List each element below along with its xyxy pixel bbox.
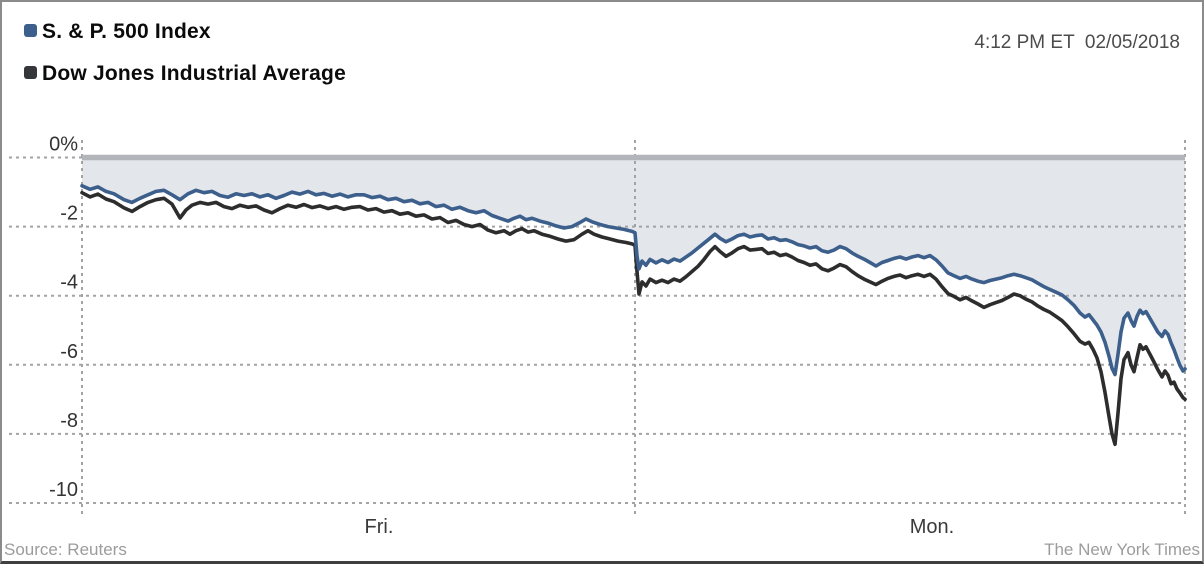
legend-label-sp500: S. & P. 500 Index xyxy=(42,20,211,43)
source-credit: Source: Reuters xyxy=(4,540,127,559)
sp500-shaded-area xyxy=(82,157,1185,375)
line-sp500 xyxy=(80,184,1187,377)
x-label-Mon: Mon. xyxy=(910,516,954,538)
legend-item-dow: Dow Jones Industrial Average xyxy=(24,62,346,104)
legend: S. & P. 500 Index Dow Jones Industrial A… xyxy=(24,20,346,104)
timestamp: 4:12 PM ET 02/05/2018 xyxy=(974,32,1180,53)
line-dow-jones xyxy=(80,190,1187,447)
y-tick-label: 0% xyxy=(49,134,78,156)
x-label-Fri: Fri. xyxy=(365,516,394,538)
sp500-swatch-icon xyxy=(24,24,37,37)
legend-item-sp500: S. & P. 500 Index xyxy=(24,20,346,62)
y-tick-label: -10 xyxy=(49,479,78,501)
legend-label-dow: Dow Jones Industrial Average xyxy=(42,62,346,85)
y-tick-label: -6 xyxy=(60,341,78,363)
dow-swatch-icon xyxy=(24,66,37,79)
y-tick-label: -2 xyxy=(60,203,78,225)
y-tick-label: -8 xyxy=(60,410,78,432)
publisher-credit: The New York Times xyxy=(1044,540,1200,559)
y-tick-label: -4 xyxy=(60,272,78,294)
